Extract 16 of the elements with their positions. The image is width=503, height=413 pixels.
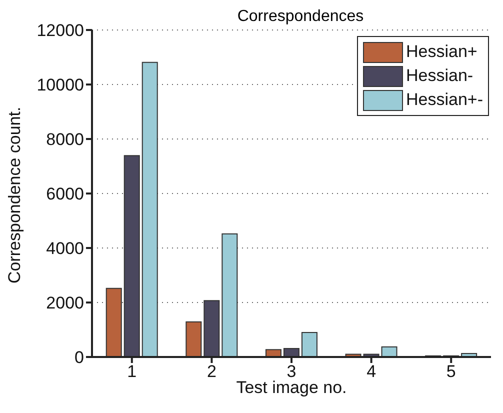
y-tick-label: 8000 — [46, 130, 84, 150]
y-tick-label: 12000 — [36, 21, 84, 40]
legend-label: Hessian+- — [406, 89, 483, 111]
legend-label: Hessian+ — [406, 41, 478, 63]
y-tick-label: 6000 — [46, 184, 84, 204]
x-tick-label: 4 — [366, 362, 376, 382]
legend-label: Hessian- — [406, 65, 474, 87]
x-tick-label: 5 — [446, 362, 456, 382]
y-tick-label: 0 — [74, 348, 84, 368]
chart-title: Correspondences — [236, 8, 365, 26]
y-axis-title: Correspondence count. — [5, 106, 24, 284]
y-tick-label: 4000 — [46, 239, 84, 258]
y-tick-label: 10000 — [36, 76, 84, 95]
y-tick-label: 2000 — [46, 294, 84, 313]
x-tick-label: 1 — [127, 362, 137, 382]
x-tick-label: 2 — [206, 362, 216, 382]
